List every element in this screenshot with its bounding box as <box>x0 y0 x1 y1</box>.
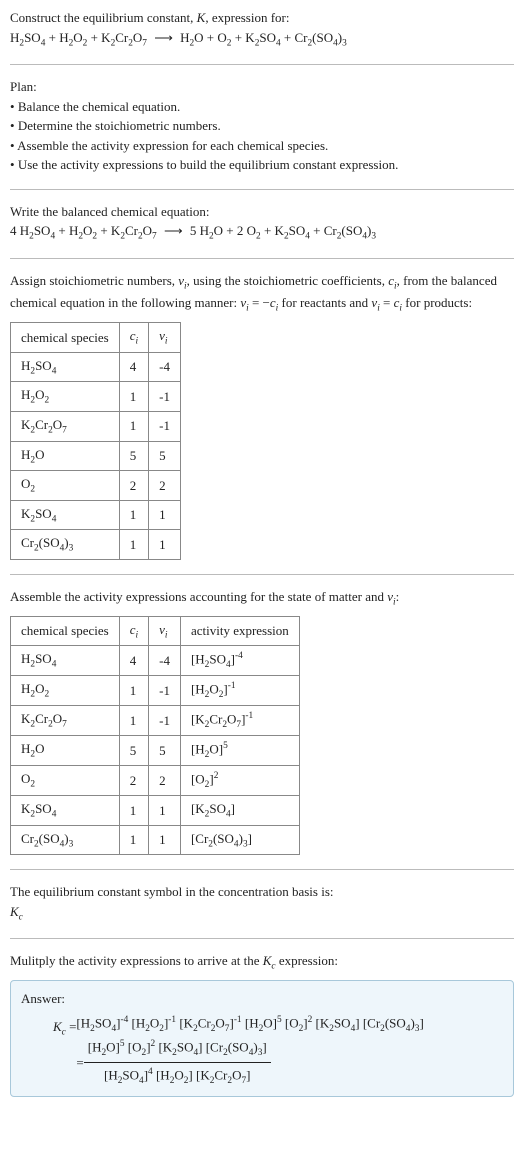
table-row: K2SO411[K2SO4] <box>11 796 300 826</box>
divider <box>10 258 514 259</box>
table-row: O222[O2]2 <box>11 766 300 796</box>
divider <box>10 189 514 190</box>
plan-title: Plan: <box>10 77 514 97</box>
table-row: O222 <box>11 471 181 501</box>
kc-product-form: [H2SO4]-4 [H2O2]-1 [K2Cr2O7]-1 [H2O]5 [O… <box>76 1013 423 1038</box>
eqconst-symbol: Kc <box>10 902 514 925</box>
table-row: H2O21-1[H2O2]-1 <box>11 676 300 706</box>
assemble-block: Assemble the activity expressions accoun… <box>10 587 514 855</box>
answer-label: Answer: <box>21 989 503 1009</box>
table-row: K2SO411 <box>11 500 181 530</box>
table-header-row: chemical species ci νi <box>11 323 181 353</box>
arrow-icon: ⟶ <box>160 223 187 238</box>
kc-fraction-form: = [H2O]5 [O2]2 [K2SO4] [Cr2(SO4)3] [H2SO… <box>76 1037 423 1088</box>
multiply-block: Mulitply the activity expressions to arr… <box>10 951 514 1097</box>
kc-expression: Kc = [H2SO4]-4 [H2O2]-1 [K2Cr2O7]-1 [H2O… <box>53 1013 503 1089</box>
table-row: H2SO44-4 <box>11 352 181 382</box>
fraction-numerator: [H2O]5 [O2]2 [K2SO4] [Cr2(SO4)3] <box>84 1037 271 1063</box>
table-header: ci <box>119 323 148 353</box>
assign-text: Assign stoichiometric numbers, <box>10 273 178 288</box>
intro-block: Construct the equilibrium constant, K, e… <box>10 8 514 50</box>
table-row: Cr2(SO4)311[Cr2(SO4)3] <box>11 825 300 855</box>
activity-table: chemical species ci νi activity expressi… <box>10 616 300 856</box>
table-row: H2O21-1 <box>11 382 181 412</box>
table-header: chemical species <box>11 323 120 353</box>
table-row: H2O55[H2O]5 <box>11 736 300 766</box>
table-row: H2O55 <box>11 441 181 471</box>
eqconst-block: The equilibrium constant symbol in the c… <box>10 882 514 924</box>
assign-block: Assign stoichiometric numbers, νi, using… <box>10 271 514 560</box>
divider <box>10 938 514 939</box>
balanced-block: Write the balanced chemical equation: 4 … <box>10 202 514 244</box>
table-header: ci <box>119 616 148 646</box>
table-header: νi <box>149 616 181 646</box>
table-header: νi <box>149 323 181 353</box>
table-row: H2SO44-4[H2SO4]-4 <box>11 646 300 676</box>
intro-text-a: Construct the equilibrium constant, <box>10 10 197 25</box>
table-header: chemical species <box>11 616 120 646</box>
plan-bullet: • Use the activity expressions to build … <box>10 155 514 175</box>
table-row: K2Cr2O71-1 <box>11 411 181 441</box>
ci-symbol: ci <box>388 273 396 288</box>
fraction: [H2O]5 [O2]2 [K2SO4] [Cr2(SO4)3] [H2SO4]… <box>84 1037 271 1088</box>
intro-text-b: , expression for: <box>205 10 289 25</box>
plan-bullet: • Assemble the activity expression for e… <box>10 136 514 156</box>
table-row: Cr2(SO4)311 <box>11 530 181 560</box>
plan-block: Plan: • Balance the chemical equation. •… <box>10 77 514 175</box>
unbalanced-equation: H2SO4 + H2O2 + K2Cr2O7 ⟶ H2O + O2 + K2SO… <box>10 30 347 45</box>
plan-bullet: • Balance the chemical equation. <box>10 97 514 117</box>
divider <box>10 574 514 575</box>
table-header: activity expression <box>180 616 299 646</box>
divider <box>10 64 514 65</box>
plan-bullet: • Determine the stoichiometric numbers. <box>10 116 514 136</box>
table-row: K2Cr2O71-1[K2Cr2O7]-1 <box>11 706 300 736</box>
table-header-row: chemical species ci νi activity expressi… <box>11 616 300 646</box>
eqconst-text: The equilibrium constant symbol in the c… <box>10 882 514 902</box>
balanced-title: Write the balanced chemical equation: <box>10 202 514 222</box>
balanced-equation: 4 H2SO4 + H2O2 + K2Cr2O7 ⟶ 5 H2O + 2 O2 … <box>10 223 376 238</box>
arrow-icon: ⟶ <box>150 30 177 45</box>
stoich-table: chemical species ci νi H2SO44-4 H2O21-1 … <box>10 322 181 560</box>
fraction-denominator: [H2SO4]4 [H2O2] [K2Cr2O7] <box>84 1063 271 1088</box>
divider <box>10 869 514 870</box>
answer-box: Answer: Kc = [H2SO4]-4 [H2O2]-1 [K2Cr2O7… <box>10 980 514 1097</box>
nu-symbol: νi <box>178 273 186 288</box>
